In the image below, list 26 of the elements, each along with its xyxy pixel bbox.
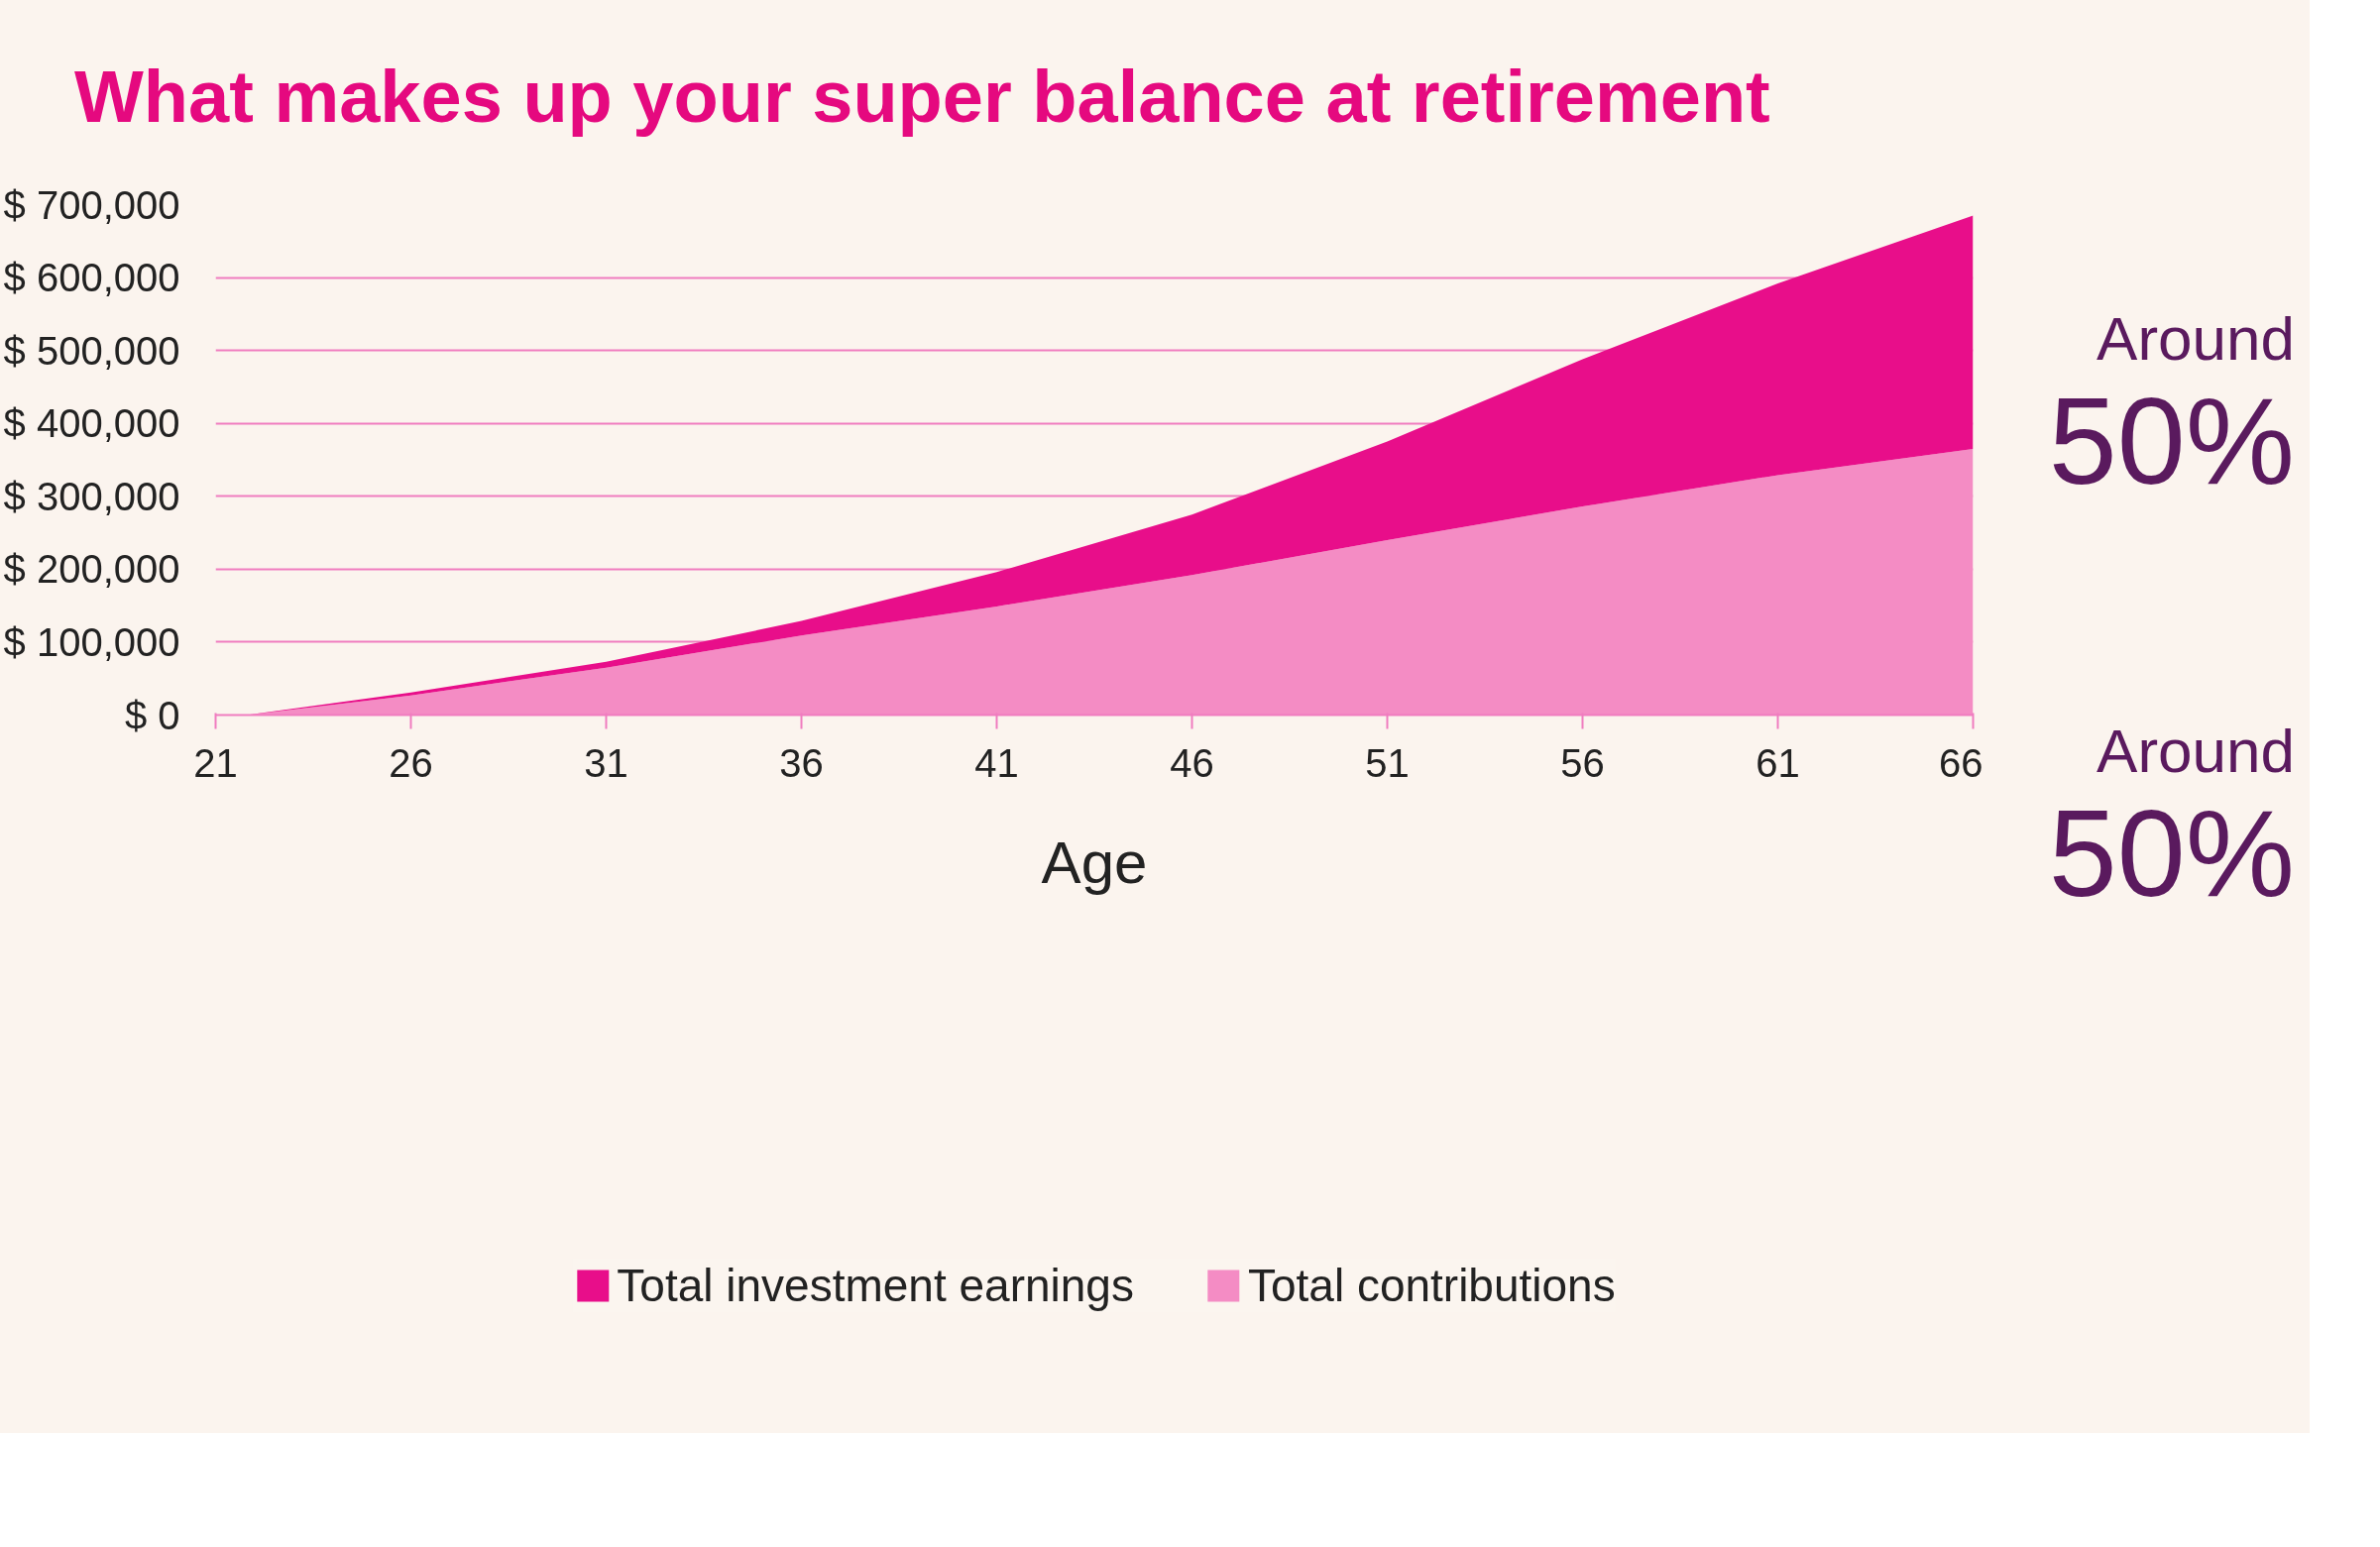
chart-title: What makes up your super balance at retirement	[74, 55, 1770, 140]
text: Around	[2097, 716, 2295, 785]
y-tick-label: $ 700,000	[3, 182, 180, 227]
x-tick-label: 26	[389, 740, 433, 785]
text: 50%	[2048, 372, 2295, 509]
x-tick-label: 41	[974, 740, 1019, 785]
x-tick-label: 21	[193, 740, 238, 785]
legend-label: Total contributions	[1247, 1259, 1616, 1313]
y-tick-label: $ 300,000	[3, 474, 180, 518]
y-tick-label: $ 0	[124, 693, 180, 737]
x-tick-label: 51	[1365, 740, 1410, 785]
x-tick-label: 66	[1939, 740, 1983, 785]
x-tick-label: 46	[1170, 740, 1214, 785]
y-tick-label: $ 600,000	[3, 255, 180, 299]
y-tick-label: $ 400,000	[3, 400, 180, 445]
x-tick-label: 61	[1756, 740, 1800, 785]
x-tick-label: 56	[1560, 740, 1605, 785]
y-tick-label: $ 500,000	[3, 328, 180, 373]
text: 50%	[2048, 784, 2295, 922]
y-tick-label: $ 100,000	[3, 619, 180, 664]
legend-label: Total investment earnings	[617, 1259, 1134, 1313]
x-tick-label: 36	[779, 740, 824, 785]
x-axis-title: Age	[1041, 829, 1148, 896]
text: Around	[2097, 303, 2295, 373]
y-tick-label: $ 200,000	[3, 547, 180, 592]
x-tick-label: 31	[584, 740, 628, 785]
